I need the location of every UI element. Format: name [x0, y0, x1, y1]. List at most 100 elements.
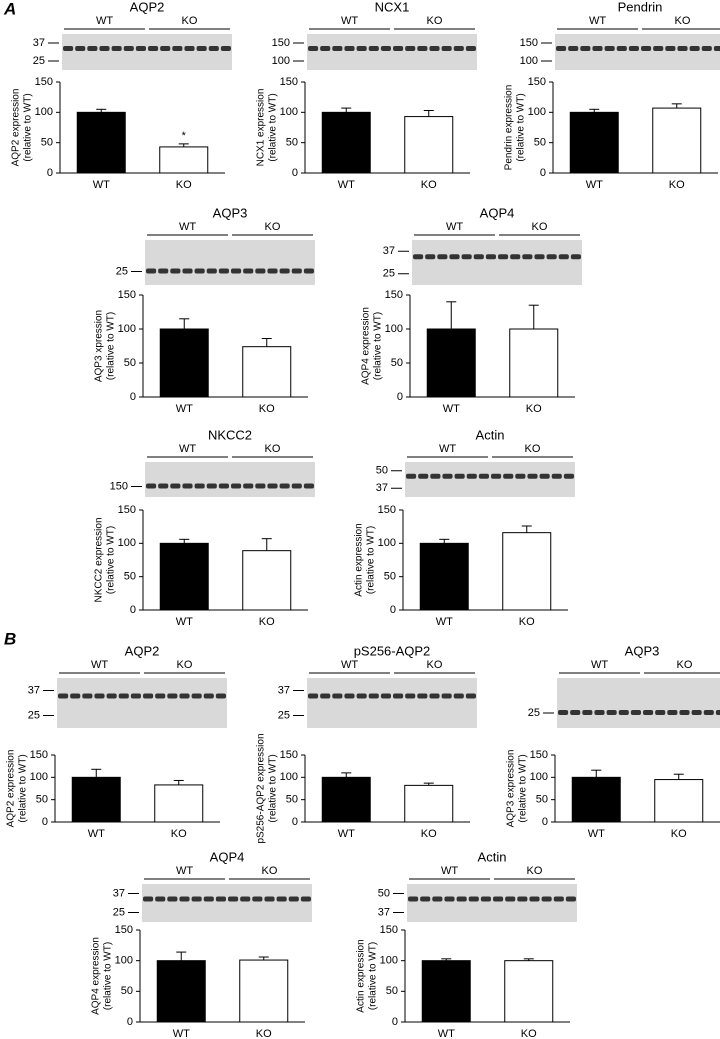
y-axis-label: (relative to WT)	[518, 754, 529, 822]
bar	[71, 776, 121, 823]
y-tick-label: 150	[115, 924, 133, 936]
y-tick-label: 100	[378, 537, 396, 549]
bar	[419, 542, 469, 611]
blot-band	[539, 473, 550, 479]
y-tick-label: 50	[286, 137, 298, 149]
x-tick-label: WT	[338, 179, 355, 191]
y-axis-label: NCX1 expression	[256, 89, 267, 167]
y-tick-label: 0	[292, 167, 298, 179]
blot-band	[155, 896, 166, 902]
blot-band	[442, 473, 453, 479]
blot-band	[515, 473, 526, 479]
blot-band	[432, 896, 443, 902]
blot-image	[62, 34, 232, 70]
blot-band	[713, 46, 720, 51]
blot-band	[570, 254, 581, 260]
blot-image	[145, 462, 315, 497]
chart-title: NKCC2	[208, 427, 252, 442]
blot-band	[628, 46, 639, 51]
blot-band	[167, 896, 178, 902]
y-tick-label: 150	[280, 749, 298, 761]
blot-band	[429, 46, 440, 51]
y-tick-label: 150	[280, 76, 298, 88]
blot-band	[570, 710, 581, 715]
blot-band	[158, 268, 169, 274]
blot-band	[300, 896, 311, 902]
blot-band	[218, 483, 229, 489]
blot-band	[135, 46, 146, 51]
marker-label: 150	[520, 37, 538, 49]
x-tick-label: KO	[421, 828, 437, 840]
blot-band	[556, 46, 567, 51]
blot-band	[184, 46, 195, 51]
x-tick-label: KO	[669, 179, 685, 191]
y-tick-label: 50	[124, 357, 136, 369]
blot-band	[170, 483, 181, 489]
blot-band	[308, 46, 319, 51]
blot-band	[541, 896, 552, 902]
group-label: WT	[179, 221, 196, 233]
bar	[239, 959, 289, 1023]
blot-band	[255, 483, 266, 489]
bar	[159, 146, 209, 174]
y-axis-label: AQP4 expression	[91, 937, 102, 1015]
blot-band	[172, 46, 183, 51]
y-tick-label: 100	[530, 771, 548, 783]
chart-title: AQP3	[625, 643, 660, 658]
blot-band	[405, 46, 416, 51]
blot-band	[344, 693, 355, 699]
x-tick-label: KO	[519, 616, 535, 628]
bar	[404, 116, 454, 174]
x-tick-label: WT	[173, 1028, 190, 1039]
marker-label: 25	[528, 707, 540, 719]
blot-band	[252, 896, 263, 902]
y-tick-label: 100	[30, 771, 48, 783]
blot-band	[510, 254, 521, 260]
blot-band	[565, 896, 576, 902]
y-tick-label: 50	[36, 794, 48, 806]
blot-band	[179, 693, 190, 699]
bar	[154, 784, 204, 823]
blot-band	[466, 473, 477, 479]
bar	[321, 776, 371, 823]
chart-title: AQP4	[210, 849, 245, 864]
marker-label: 37	[383, 245, 395, 257]
x-tick-label: KO	[256, 1028, 272, 1039]
marker-label: 37	[33, 37, 45, 49]
y-tick-label: 150	[380, 924, 398, 936]
marker-label: 37	[378, 906, 390, 918]
x-tick-label: WT	[88, 828, 105, 840]
blot-band	[288, 896, 299, 902]
blot-band	[368, 46, 379, 51]
bar	[242, 346, 292, 398]
blot-band	[534, 254, 545, 260]
blot-band	[551, 473, 562, 479]
blot-band	[240, 896, 251, 902]
y-axis-label: AQP4 expression	[361, 307, 372, 385]
blot-band	[485, 254, 496, 260]
marker-label: 25	[116, 265, 128, 277]
bar	[404, 784, 454, 823]
blot-band	[203, 896, 214, 902]
chart-title: AQP2	[125, 643, 160, 658]
x-tick-label: KO	[671, 828, 687, 840]
group-label: WT	[589, 15, 606, 27]
group-label: KO	[427, 15, 443, 27]
y-axis-label: (relative to WT)	[368, 942, 379, 1010]
marker-label: 37	[28, 684, 40, 696]
bar	[242, 550, 292, 611]
group-label: WT	[446, 221, 463, 233]
blot-band	[498, 254, 509, 260]
group-label: WT	[179, 443, 196, 455]
blot-image	[412, 240, 582, 285]
y-tick-label: 50	[391, 357, 403, 369]
bar	[421, 960, 471, 1023]
y-tick-label: 0	[127, 1016, 133, 1028]
blot-band	[70, 693, 81, 699]
blot-band	[582, 710, 593, 715]
blot-band	[393, 693, 404, 699]
y-axis-label: AQP3 xpression	[94, 310, 105, 382]
bar	[502, 532, 552, 611]
blot-band	[332, 693, 343, 699]
blot-band	[267, 483, 278, 489]
